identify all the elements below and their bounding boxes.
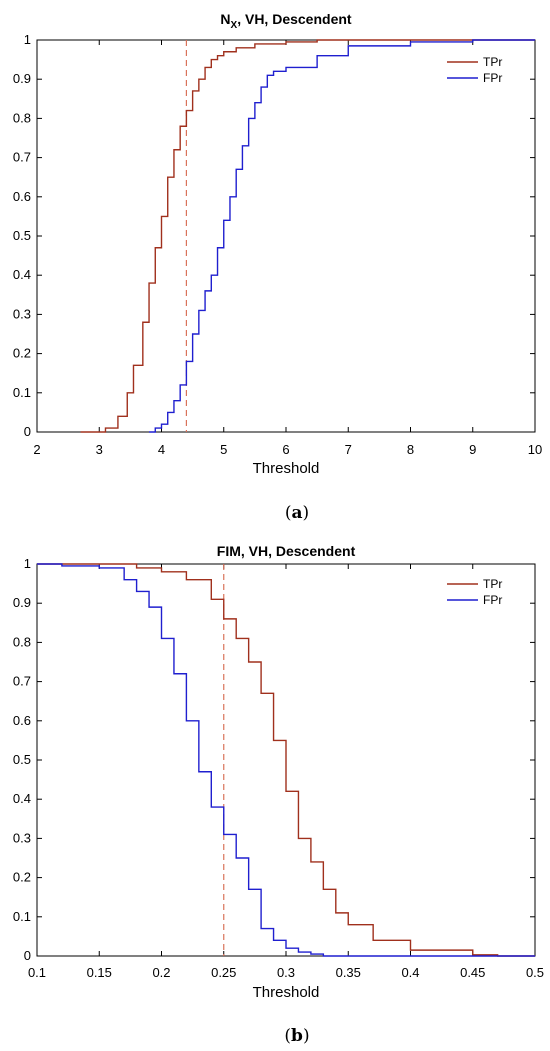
chart-b-x-tick-label: 0.2: [152, 965, 170, 980]
chart-b-caption-letter: b: [291, 1026, 303, 1046]
chart-a-x-tick-label: 5: [220, 442, 227, 457]
chart-b-y-axis: 0 0.1 0.2 0.3 0.4 0.5 0.6 0.7 0.8 0.9 1: [13, 556, 535, 963]
chart-b-caption-close: ): [303, 1026, 310, 1046]
chart-b-x-axis: 0.1 0.15 0.2 0.25 0.3 0.35 0.4 0.45 0.5: [28, 564, 544, 980]
chart-b-x-tick-label: 0.15: [87, 965, 112, 980]
chart-a-plot-frame: [36, 39, 536, 433]
chart-b-y-tick-label: 0.2: [13, 870, 31, 885]
chart-a-legend: TPr FPr: [447, 55, 502, 85]
chart-a-y-tick-label: 0.8: [13, 110, 31, 125]
chart-a-x-tick-label: 4: [158, 442, 165, 457]
chart-a-y-tick-label: 1: [24, 32, 31, 47]
chart-b-title: FIM, VH, Descendent: [217, 543, 356, 559]
chart-a-x-label: Threshold: [253, 460, 320, 477]
chart-a-title-rest: , VH, Descendent: [237, 11, 352, 27]
chart-b-y-tick-label: 0.9: [13, 595, 31, 610]
chart-b-title-main: FIM, VH, Descendent: [217, 543, 356, 559]
chart-b-x-tick-label: 0.35: [336, 965, 361, 980]
chart-b-x-tick-label: 0.3: [277, 965, 295, 980]
chart-a-title-main: N: [220, 11, 230, 27]
chart-b-x-tick-label: 0.5: [526, 965, 544, 980]
chart-a-caption-open: (: [285, 503, 292, 523]
chart-a-x-tick-label: 8: [407, 442, 414, 457]
chart-a-y-tick-label: 0.4: [13, 267, 31, 282]
chart-a-x-tick-label: 6: [282, 442, 289, 457]
chart-a-legend-tpr-label: TPr: [483, 55, 502, 69]
chart-b-legend-fpr-label: FPr: [483, 593, 502, 607]
chart-a-caption-letter: a: [291, 503, 302, 523]
chart-b-y-tick-label: 0.4: [13, 791, 31, 806]
chart-a-y-tick-label: 0.3: [13, 306, 31, 321]
chart-a-x-axis: 2 3 4 5 6 7 8 9 10: [33, 40, 542, 457]
chart-b-caption: (b): [284, 1026, 309, 1046]
chart-b-legend-tpr-label: TPr: [483, 577, 502, 591]
chart-a-caption: (a): [285, 503, 309, 523]
chart-b-x-tick-label: 0.45: [460, 965, 485, 980]
chart-a-y-tick-label: 0.9: [13, 71, 31, 86]
panel-a: NX, VH, Descendent 0 0.1 0.2 0.3 0.4 0.5 0.6 0.…: [13, 11, 542, 523]
chart-b-y-tick-label: 1: [24, 556, 31, 571]
chart-b-x-tick-label: 0.4: [401, 965, 419, 980]
chart-b-x-label: Threshold: [253, 984, 320, 1001]
chart-a-y-tick-label: 0.6: [13, 189, 31, 204]
chart-a-legend-fpr-label: FPr: [483, 71, 502, 85]
chart-b-y-tick-label: 0.1: [13, 909, 31, 924]
chart-b-x-tick-label: 0.25: [211, 965, 236, 980]
chart-a-y-tick-label: 0.7: [13, 150, 31, 165]
chart-a-series-tpr-line: [80, 39, 535, 433]
chart-a-x-tick-label: 2: [33, 442, 40, 457]
chart-a-title-subscript: X: [231, 20, 238, 31]
chart-b-legend: TPr FPr: [447, 577, 502, 607]
panel-b: FIM, VH, Descendent 00.10.20.30.40.50.60…: [13, 543, 544, 1046]
chart-b-y-tick-label: 0.5: [13, 752, 31, 767]
chart-a-y-tick-label: 0: [24, 424, 31, 439]
chart-a-series-fpr-line: [149, 39, 535, 433]
chart-b-series-fpr-line: [37, 563, 535, 957]
chart-a-y-tick-label: 0.1: [13, 385, 31, 400]
chart-a-y-tick-label: 0.2: [13, 346, 31, 361]
chart-b-series-tpr-line: [37, 563, 535, 957]
chart-a-caption-close: ): [303, 503, 310, 523]
chart-a-x-tick-label: 9: [469, 442, 476, 457]
chart-a-y-axis: 0 0.1 0.2 0.3 0.4 0.5 0.6 0.7 0.8 0.9 1: [13, 32, 535, 439]
chart-b-y-tick-label: 0.6: [13, 713, 31, 728]
chart-a-x-tick-label: 3: [96, 442, 103, 457]
chart-b-y-tick-label: 0: [24, 948, 31, 963]
chart-a-title: NX, VH, Descendent: [220, 11, 352, 31]
chart-b-x-tick-label: 0.1: [28, 965, 46, 980]
chart-b-y-tick-label: 0.7: [13, 674, 31, 689]
chart-a-y-tick-label: 0.5: [13, 228, 31, 243]
chart-a-x-tick-label: 7: [345, 442, 352, 457]
chart-a-x-tick-label: 10: [528, 442, 542, 457]
chart-b-y-tick-label: 0.8: [13, 634, 31, 649]
chart-b-caption-open: (: [284, 1026, 291, 1046]
chart-b-y-tick-label: 0.3: [13, 830, 31, 845]
